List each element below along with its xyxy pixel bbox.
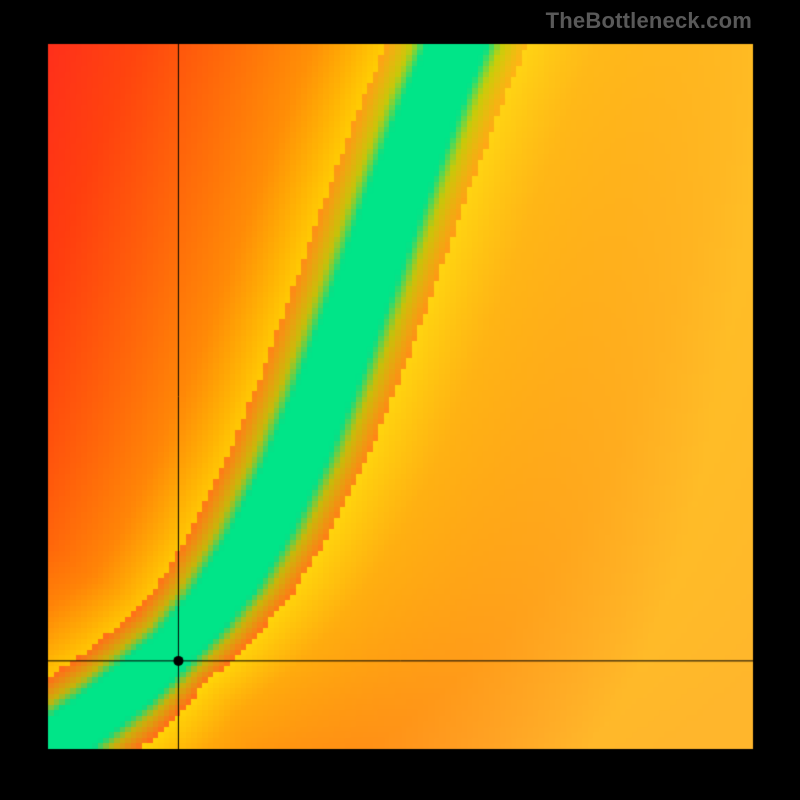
watermark-text: TheBottleneck.com — [546, 8, 752, 34]
chart-container: TheBottleneck.com — [0, 0, 800, 800]
bottleneck-heatmap — [0, 0, 800, 800]
